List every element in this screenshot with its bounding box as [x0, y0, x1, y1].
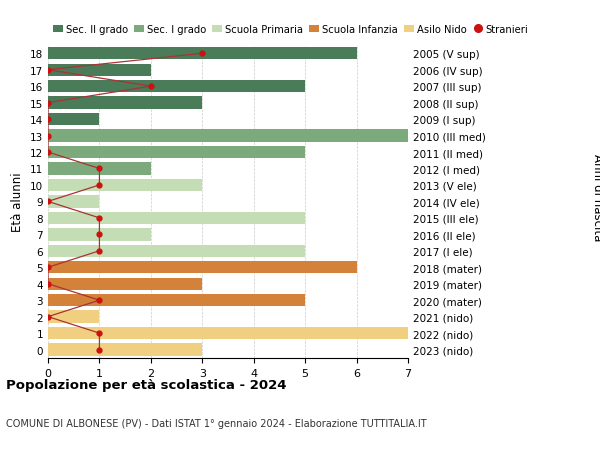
Bar — [48, 130, 408, 142]
Text: COMUNE DI ALBONESE (PV) - Dati ISTAT 1° gennaio 2024 - Elaborazione TUTTITALIA.I: COMUNE DI ALBONESE (PV) - Dati ISTAT 1° … — [6, 418, 427, 428]
Bar — [48, 179, 202, 192]
Bar — [48, 48, 356, 60]
Bar — [48, 262, 356, 274]
Bar — [48, 64, 151, 77]
Bar — [48, 245, 305, 257]
Bar — [48, 196, 100, 208]
Bar — [48, 146, 305, 159]
Bar — [48, 81, 305, 93]
Bar — [48, 97, 202, 110]
Y-axis label: Età alunni: Età alunni — [11, 172, 25, 232]
Bar — [48, 311, 100, 323]
Bar — [48, 278, 202, 290]
Bar — [48, 344, 202, 356]
Bar — [48, 327, 408, 340]
Bar — [48, 229, 151, 241]
Bar — [48, 212, 305, 224]
Text: Anni di nascita: Anni di nascita — [590, 154, 600, 241]
Legend: Sec. II grado, Sec. I grado, Scuola Primaria, Scuola Infanzia, Asilo Nido, Stran: Sec. II grado, Sec. I grado, Scuola Prim… — [53, 25, 529, 35]
Text: Popolazione per età scolastica - 2024: Popolazione per età scolastica - 2024 — [6, 379, 287, 392]
Bar — [48, 294, 305, 307]
Bar — [48, 163, 151, 175]
Bar — [48, 114, 100, 126]
